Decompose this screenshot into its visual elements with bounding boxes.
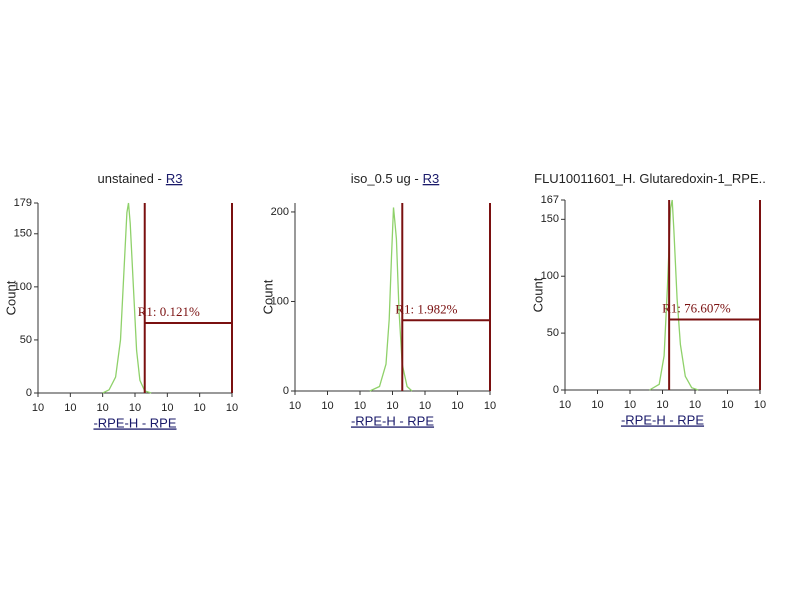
y-tick-label: 200 bbox=[271, 206, 289, 218]
x-tick-label: 10 bbox=[129, 402, 141, 414]
x-tick-label: 10 bbox=[161, 402, 173, 414]
x-tick-label: 10 bbox=[226, 402, 238, 414]
y-tick-label: 150 bbox=[14, 228, 32, 240]
x-axis-label[interactable]: -RPE-H - RPE bbox=[351, 413, 434, 428]
x-tick-label: 10 bbox=[754, 399, 766, 411]
x-tick-label: 10 bbox=[194, 402, 206, 414]
histogram-panel: FLU10011601_H. Glutaredoxin-1_RPE.. 0 50 10… bbox=[530, 171, 766, 427]
x-tick-label: 10 bbox=[656, 399, 668, 411]
x-axis-label[interactable]: -RPE-H - RPE bbox=[621, 412, 704, 427]
panel-title: unstained - R3 bbox=[98, 171, 183, 186]
histogram-curve bbox=[102, 202, 152, 394]
x-tick-label: 10 bbox=[689, 399, 701, 411]
y-tick-label: 0 bbox=[283, 385, 289, 397]
x-tick-label: 10 bbox=[64, 402, 76, 414]
x-tick-label: 10 bbox=[386, 400, 398, 412]
y-tick-label: 150 bbox=[541, 213, 559, 225]
x-axis-label[interactable]: -RPE-H - RPE bbox=[93, 415, 176, 430]
x-tick-label: 10 bbox=[559, 399, 571, 411]
histogram-curve bbox=[649, 199, 699, 391]
title-text: iso_0.5 ug - bbox=[351, 171, 419, 186]
y-axis-label: Count bbox=[260, 279, 275, 314]
x-tick-label: 10 bbox=[484, 400, 496, 412]
y-tick-label: 179 bbox=[14, 197, 32, 209]
y-tick-label: 167 bbox=[541, 194, 559, 206]
y-tick-label: 0 bbox=[553, 384, 559, 396]
x-tick-label: 10 bbox=[419, 400, 431, 412]
y-tick-label: 0 bbox=[26, 387, 32, 399]
gate-label: R1: 0.121% bbox=[138, 304, 200, 319]
panel-title: iso_0.5 ug - R3 bbox=[351, 171, 440, 186]
x-tick-label: 10 bbox=[289, 400, 301, 412]
x-tick-label: 10 bbox=[321, 400, 333, 412]
title-text: FLU10011601_H. Glutaredoxin-1_RPE.. bbox=[534, 171, 766, 186]
x-tick-label: 10 bbox=[721, 399, 733, 411]
x-tick-label: 10 bbox=[591, 399, 603, 411]
histogram-curve bbox=[369, 207, 413, 392]
x-tick-label: 10 bbox=[354, 400, 366, 412]
x-tick-label: 10 bbox=[32, 402, 44, 414]
y-tick-label: 50 bbox=[547, 327, 559, 339]
y-tick-label: 50 bbox=[20, 334, 32, 346]
gate-label: R1: 76.607% bbox=[662, 300, 731, 315]
y-tick-label: 100 bbox=[271, 295, 289, 307]
y-tick-label: 100 bbox=[14, 281, 32, 293]
panel-title: FLU10011601_H. Glutaredoxin-1_RPE.. bbox=[534, 171, 766, 186]
x-tick-label: 10 bbox=[624, 399, 636, 411]
title-region-link[interactable]: R3 bbox=[423, 171, 440, 186]
title-region-link[interactable]: R3 bbox=[166, 171, 183, 186]
y-tick-label: 100 bbox=[541, 270, 559, 282]
x-tick-label: 10 bbox=[97, 402, 109, 414]
title-text: unstained - bbox=[98, 171, 162, 186]
gate-label: R1: 1.982% bbox=[395, 301, 457, 316]
y-axis-label: Count bbox=[530, 277, 545, 312]
x-tick-label: 10 bbox=[451, 400, 463, 412]
y-axis-label: Count bbox=[3, 280, 18, 315]
